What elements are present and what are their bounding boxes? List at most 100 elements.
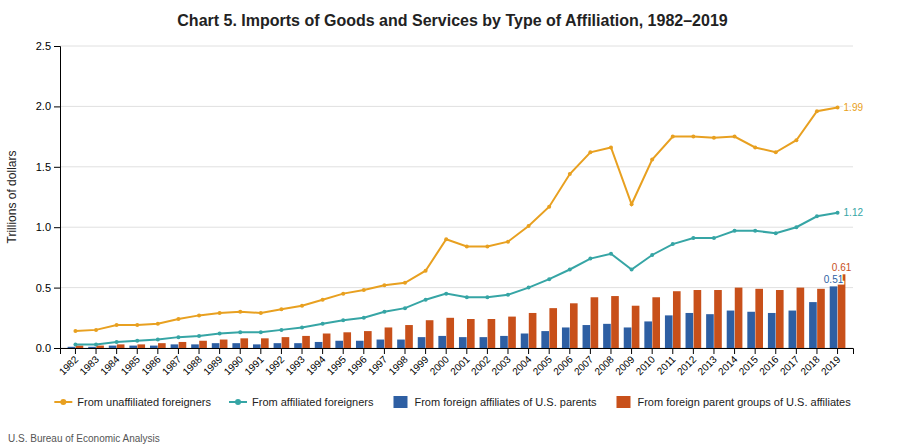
bar [694,290,702,348]
point [465,245,469,249]
x-tick-label: 2005 [531,353,555,377]
point [362,288,366,292]
bar [96,346,104,348]
point [444,237,448,241]
bar [191,344,199,348]
bar [644,321,652,348]
bar [706,314,714,348]
point [588,257,592,261]
point [568,172,572,176]
marks [68,106,846,348]
bar [521,334,529,348]
bar [714,290,722,348]
bar [755,289,763,348]
bar [426,320,434,348]
bar [418,337,426,348]
y-tick-mark [54,288,60,289]
bar [261,338,269,348]
y-tick-mark [54,46,60,47]
x-tick-mark [116,348,117,354]
point [259,311,263,315]
bar [88,347,96,348]
plot: 0.00.51.01.52.02.51982198319841985198619… [36,40,864,377]
bar [220,340,228,348]
bar [809,302,817,348]
bar [776,290,784,348]
bar [830,286,838,348]
x-tick: 2005 [531,348,555,377]
point [135,339,139,343]
y-tick: 1.0 [36,221,60,233]
x-tick-mark [363,348,364,354]
point [156,322,160,326]
x-tick-label: 1998 [386,353,410,377]
x-tick: 2007 [572,348,596,377]
x-tick-label: 1988 [180,353,204,377]
point [836,106,840,110]
x-tick-mark [137,348,138,354]
bar [508,317,516,348]
x-tick-label: 2010 [634,353,658,377]
bar [356,341,364,348]
point [712,136,716,140]
point [321,298,325,302]
point [753,145,757,149]
bar [335,341,343,348]
point [94,328,98,332]
x-tick: 1984 [98,348,122,377]
point [815,214,819,218]
axis-domain [54,47,61,349]
bar [68,347,76,348]
bar [117,344,125,348]
bar [797,288,805,348]
y-tick-mark [54,106,60,107]
x-tick-mark [75,348,76,354]
x-tick-label: 2004 [510,353,534,377]
x-tick: 1983 [77,348,101,377]
x-tick: 1990 [222,348,246,377]
x-tick: 1985 [119,348,143,377]
x-tick: 2000 [428,348,452,377]
y-tick: 0.0 [36,342,60,354]
x-tick-mark [713,348,714,354]
x-tick-label: 1999 [407,353,431,377]
line-series [73,211,839,347]
point [650,253,654,257]
x-tick-mark [631,348,632,354]
x-tick: 2016 [757,348,781,377]
bar [652,297,660,348]
x-tick-mark [549,348,550,354]
x-tick-label: 1983 [77,353,101,377]
x-tick: 2008 [592,348,616,377]
bar [570,303,578,348]
point [382,283,386,287]
bar [686,313,694,348]
legend-label: From unaffiliated foreigners [77,396,211,408]
bar [364,331,372,348]
annotation: 1.12 [844,207,864,218]
legend-item: From foreign parent groups of U.S. affil… [616,396,851,408]
grid-line [60,227,853,228]
x-tick: 2013 [695,348,719,377]
point [609,252,613,256]
grid-line [60,287,853,288]
x-tick-mark [775,348,776,354]
point [341,318,345,322]
bar [158,343,166,348]
x-tick-label: 2017 [778,353,802,377]
legend-swatch [235,399,241,405]
point [794,225,798,229]
x-tick: 2002 [469,348,493,377]
legend-item: From affiliated foreigners [229,396,374,408]
point [568,267,572,271]
legend-swatch [60,399,66,405]
bar [377,340,385,348]
x-tick-label: 2002 [469,353,493,377]
bar [632,306,640,348]
point [156,338,160,342]
bar [212,343,220,348]
point [115,323,119,327]
bar [302,336,310,348]
point [527,286,531,290]
bar [583,325,591,348]
